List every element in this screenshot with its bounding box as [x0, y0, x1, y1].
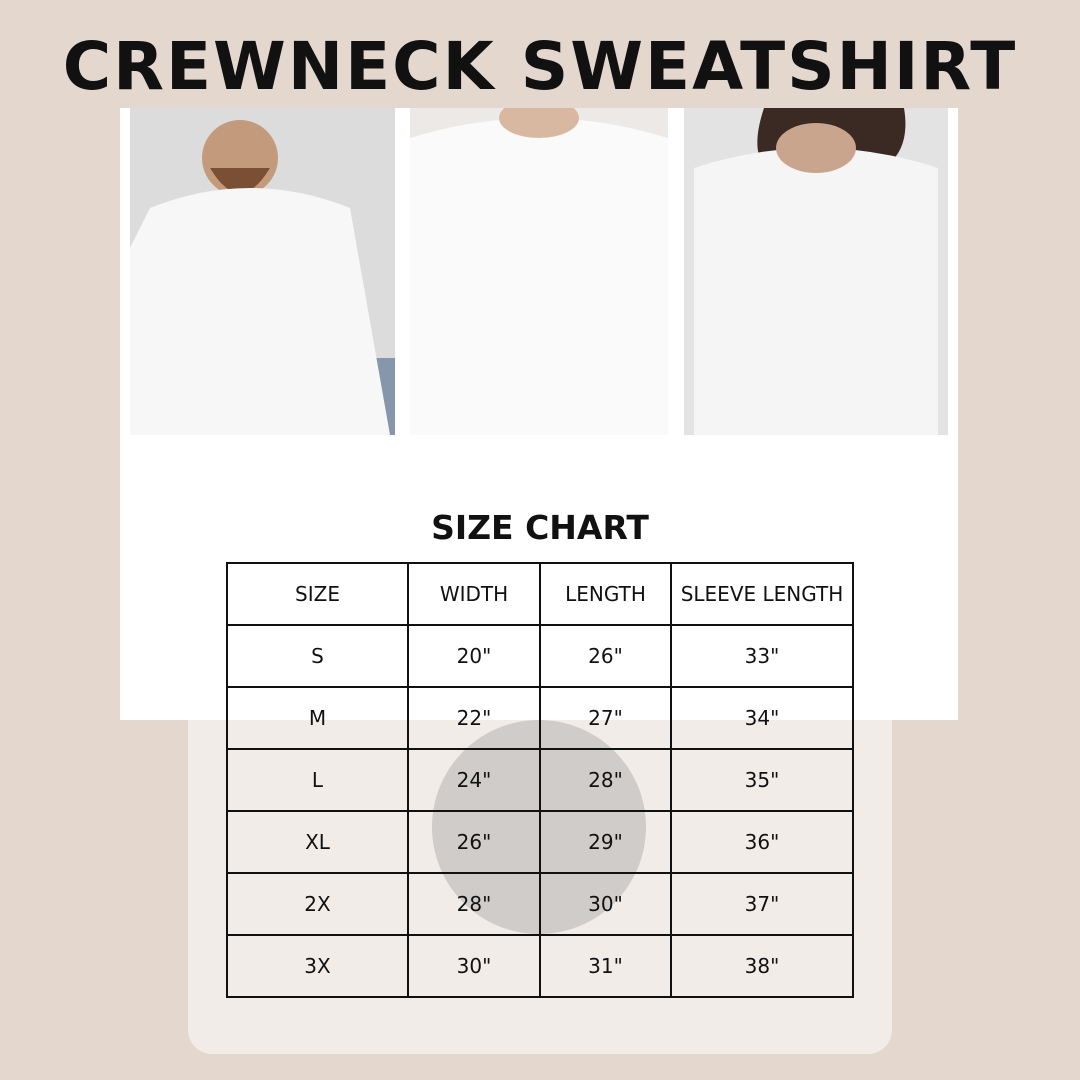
- cell-width: 28": [407, 872, 541, 936]
- cell-size: S: [226, 624, 409, 688]
- cell-width: 26": [407, 810, 541, 874]
- size-chart-heading: SIZE CHART: [431, 508, 649, 547]
- table-row: M 22" 27" 34": [226, 686, 854, 750]
- size-chart-table: SIZE WIDTH LENGTH SLEEVE LENGTH S 20" 26" 3…: [226, 562, 854, 998]
- header-length: LENGTH: [539, 562, 672, 626]
- cell-width: 22": [407, 686, 541, 750]
- header-width: WIDTH: [407, 562, 541, 626]
- cell-size: L: [226, 748, 409, 812]
- table-row: S 20" 26" 33": [226, 624, 854, 688]
- page-title: CREWNECK SWEATSHIRT: [62, 28, 1018, 105]
- model-photo-woman-2: [684, 108, 948, 435]
- cell-width: 30": [407, 934, 541, 998]
- cell-size: 2X: [226, 872, 409, 936]
- cell-sleeve-length: 33": [670, 624, 854, 688]
- cell-sleeve-length: 35": [670, 748, 854, 812]
- cell-length: 30": [539, 872, 672, 936]
- table-row: L 24" 28" 35": [226, 748, 854, 812]
- table-row: XL 26" 29" 36": [226, 810, 854, 874]
- cell-length: 27": [539, 686, 672, 750]
- cell-sleeve-length: 36": [670, 810, 854, 874]
- cell-sleeve-length: 38": [670, 934, 854, 998]
- model-photo-woman-1: [410, 108, 668, 435]
- cell-size: 3X: [226, 934, 409, 998]
- cell-size: XL: [226, 810, 409, 874]
- cell-width: 20": [407, 624, 541, 688]
- cell-length: 26": [539, 624, 672, 688]
- cell-width: 24": [407, 748, 541, 812]
- table-row: 2X 28" 30" 37": [226, 872, 854, 936]
- table-header-row: SIZE WIDTH LENGTH SLEEVE LENGTH: [226, 562, 854, 626]
- header-sleeve-length: SLEEVE LENGTH: [670, 562, 854, 626]
- model-photo-man: [130, 108, 395, 435]
- cell-sleeve-length: 37": [670, 872, 854, 936]
- cell-length: 29": [539, 810, 672, 874]
- cell-sleeve-length: 34": [670, 686, 854, 750]
- table-row: 3X 30" 31" 38": [226, 934, 854, 998]
- header-size: SIZE: [226, 562, 409, 626]
- cell-length: 28": [539, 748, 672, 812]
- cell-size: M: [226, 686, 409, 750]
- cell-length: 31": [539, 934, 672, 998]
